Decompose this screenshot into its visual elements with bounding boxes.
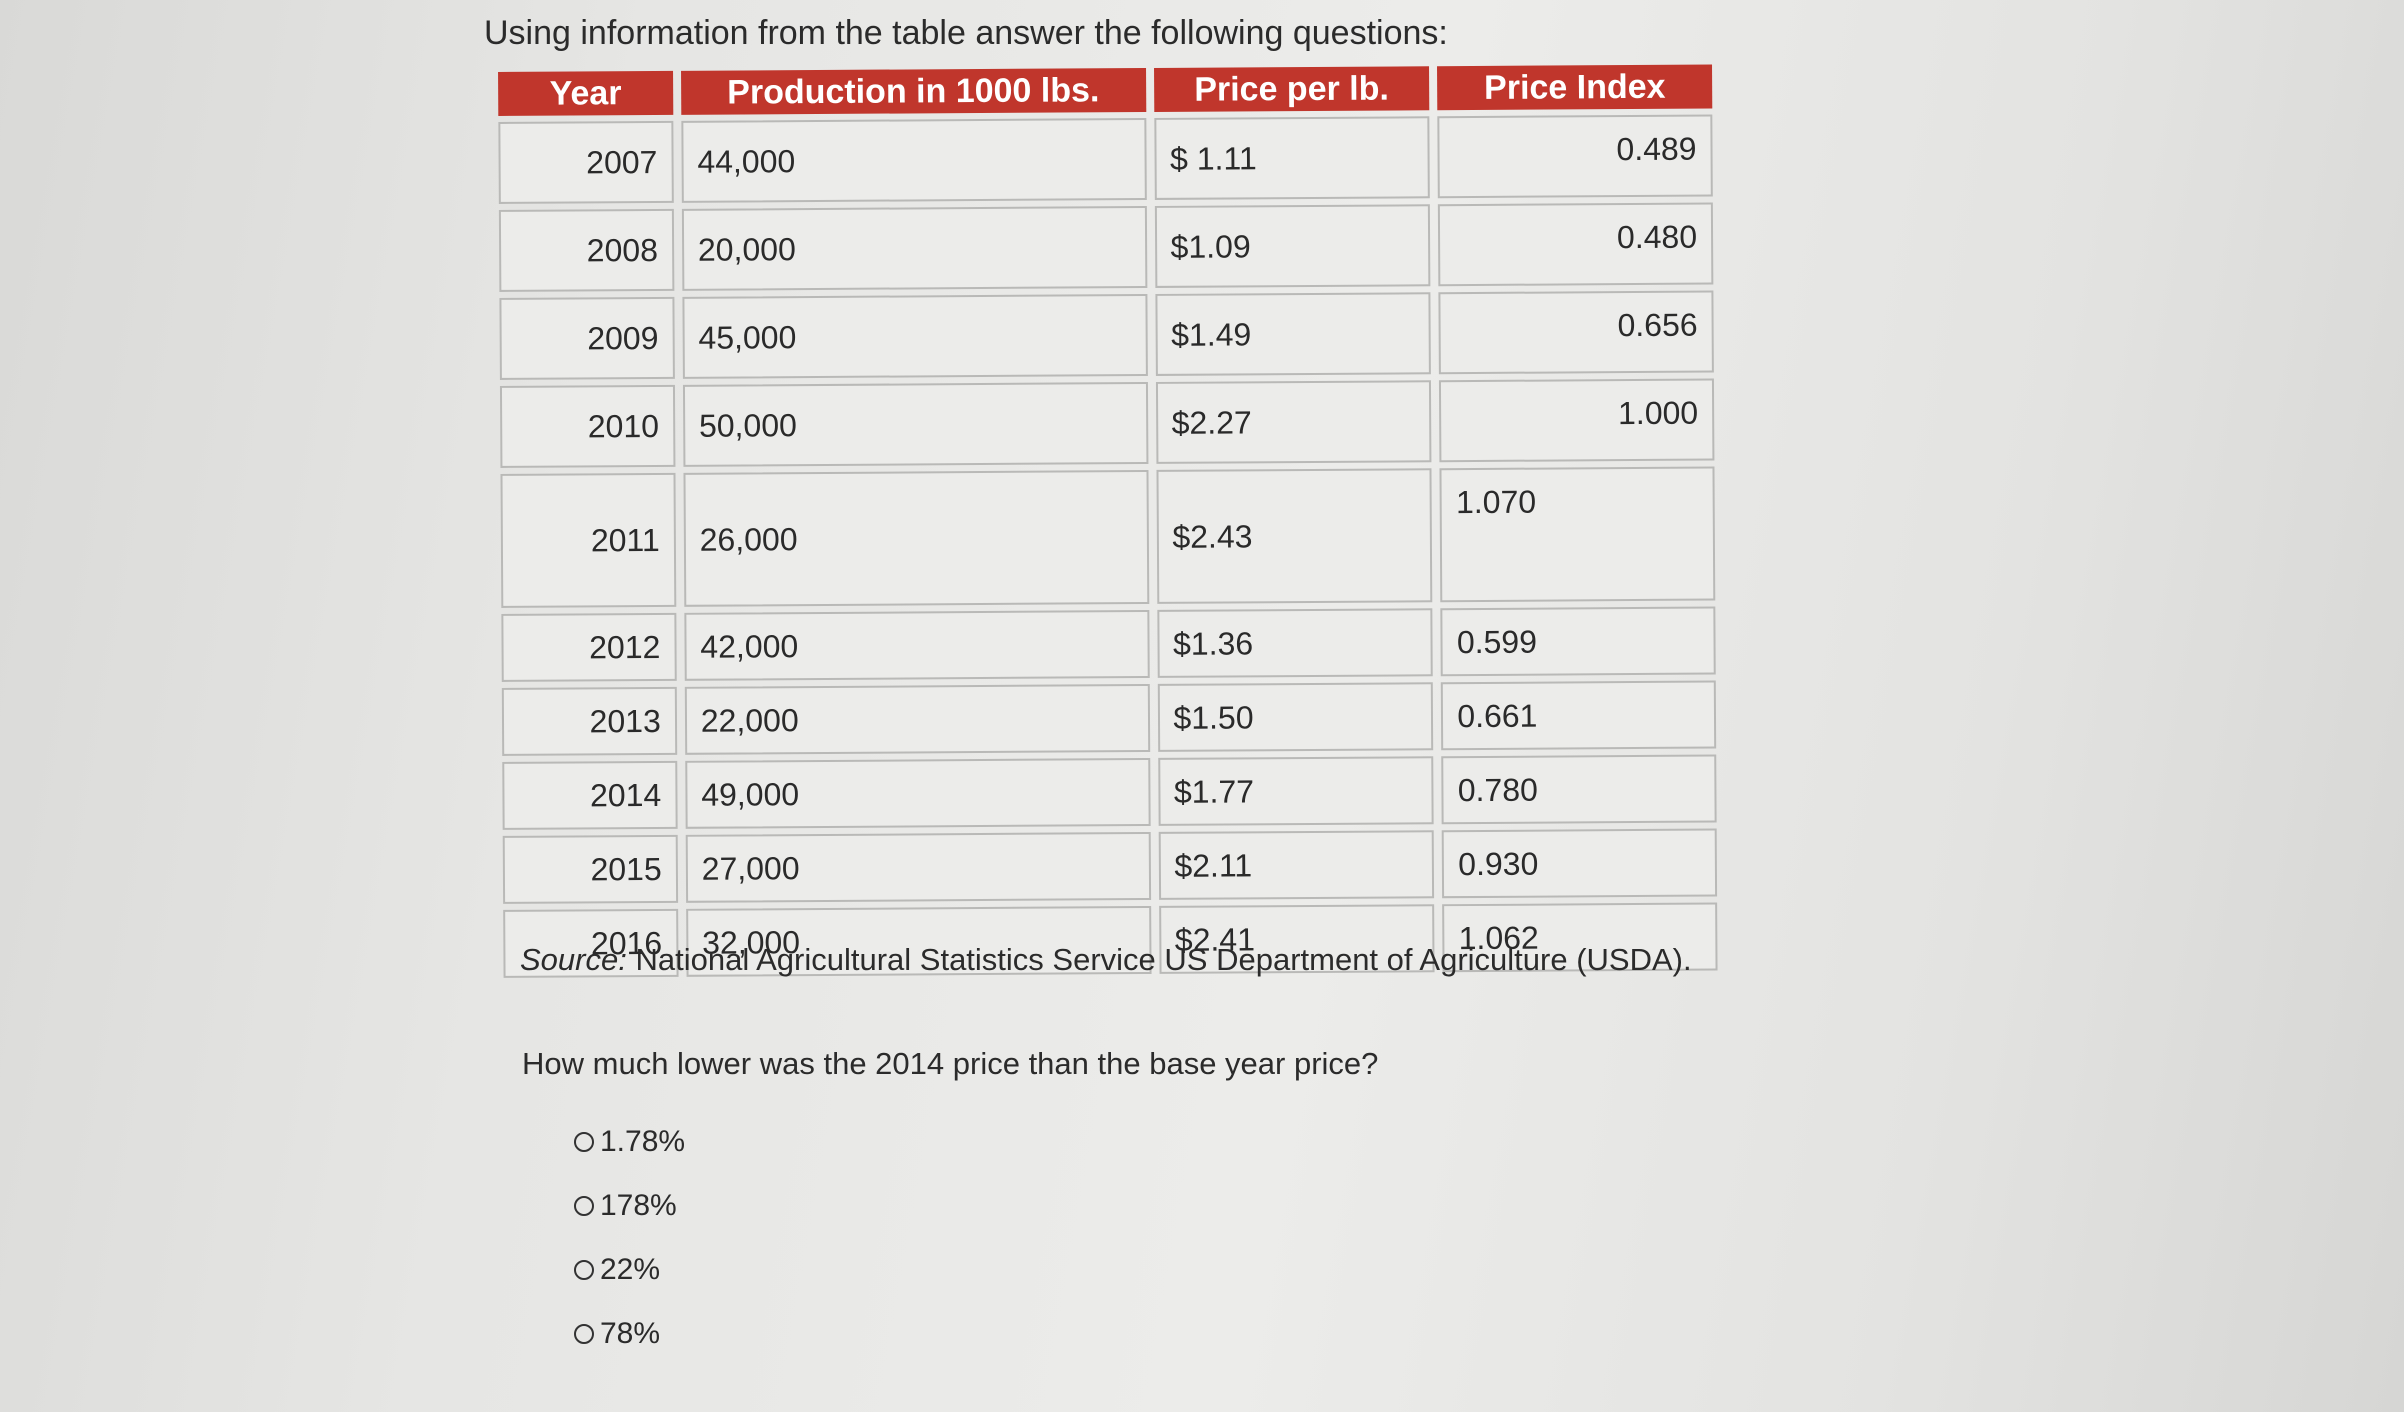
answer-option[interactable]: 22% [574,1248,685,1292]
production-cell: 26,000 [683,469,1149,607]
table-row: 2012 42,000 $1.36 0.599 [501,606,1716,682]
price-cell: $1.50 [1157,682,1434,752]
production-cell: 27,000 [685,831,1151,903]
year-cell: 2012 [501,612,677,682]
price-index-cell: 0.489 [1437,114,1713,199]
radio-button-icon[interactable] [574,1260,594,1280]
question-text: How much lower was the 2014 price than t… [522,1046,1379,1081]
source-label: Source: [520,942,627,977]
year-cell: 2014 [502,760,678,830]
answer-option[interactable]: 1.78% [574,1120,685,1164]
column-header-price: Price per lb. [1153,66,1430,112]
table-row: 2008 20,000 $1.09 0.480 [498,202,1714,292]
price-index-cell: 1.070 [1439,466,1716,603]
answer-options: 1.78% 178% 22% 78% [574,1120,685,1376]
table-row: 2013 22,000 $1.50 0.661 [501,680,1717,756]
table-row: 2011 26,000 $2.43 1.070 [500,466,1716,608]
answer-option-label: 78% [600,1317,661,1350]
year-cell: 2011 [500,472,677,608]
price-cell: $2.27 [1155,380,1432,464]
production-cell: 50,000 [682,381,1148,467]
production-cell: 22,000 [684,683,1150,755]
production-cell: 44,000 [681,117,1147,203]
source-text: National Agricultural Statistics Service… [635,942,1692,977]
year-cell: 2008 [498,208,675,292]
price-index-cell: 1.000 [1439,378,1715,463]
price-index-cell: 0.480 [1438,202,1714,287]
table-header-row: Year Production in 1000 lbs. Price per l… [498,64,1713,116]
instructions-text: Using information from the table answer … [484,14,1448,52]
answer-option-label: 1.78% [600,1125,686,1158]
price-cell: $1.49 [1154,292,1432,376]
production-cell: 49,000 [685,757,1151,829]
production-cell: 20,000 [681,205,1147,291]
table-row: 2010 50,000 $2.27 1.000 [499,378,1715,468]
year-cell: 2015 [502,834,678,904]
column-header-year: Year [498,70,674,116]
year-cell: 2010 [499,384,676,468]
column-header-production: Production in 1000 lbs. [680,67,1146,115]
price-index-cell: 0.656 [1438,290,1714,375]
table-row: 2014 49,000 $1.77 0.780 [502,754,1717,830]
production-cell: 45,000 [682,293,1148,379]
source-note: Source: National Agricultural Statistics… [520,942,1692,978]
answer-option[interactable]: 78% [574,1312,685,1356]
answer-option-label: 22% [600,1253,661,1286]
price-cell: $2.43 [1155,468,1433,604]
table-row: 2009 45,000 $1.49 0.656 [499,290,1714,380]
answer-option-label: 178% [600,1189,677,1222]
data-table: Year Production in 1000 lbs. Price per l… [490,58,1726,983]
radio-button-icon[interactable] [574,1196,594,1216]
year-cell: 2013 [501,686,678,756]
radio-button-icon[interactable] [574,1324,594,1344]
answer-option[interactable]: 178% [574,1184,685,1228]
price-cell: $2.11 [1158,830,1435,900]
table-row: 2007 44,000 $ 1.11 0.489 [498,114,1713,204]
price-cell: $ 1.11 [1153,116,1431,200]
production-cell: 42,000 [684,609,1150,681]
year-cell: 2009 [499,296,675,380]
radio-button-icon[interactable] [574,1132,594,1152]
table-row: 2015 27,000 $2.11 0.930 [502,828,1718,904]
price-cell: $1.77 [1157,756,1434,826]
price-cell: $1.09 [1154,204,1431,288]
price-cell: $1.36 [1156,608,1434,678]
column-header-price-index: Price Index [1437,64,1713,111]
year-cell: 2007 [498,120,674,204]
price-index-cell: 0.661 [1441,680,1717,751]
price-index-cell: 0.930 [1442,828,1718,899]
price-index-cell: 0.780 [1441,754,1717,825]
price-index-cell: 0.599 [1440,606,1716,677]
